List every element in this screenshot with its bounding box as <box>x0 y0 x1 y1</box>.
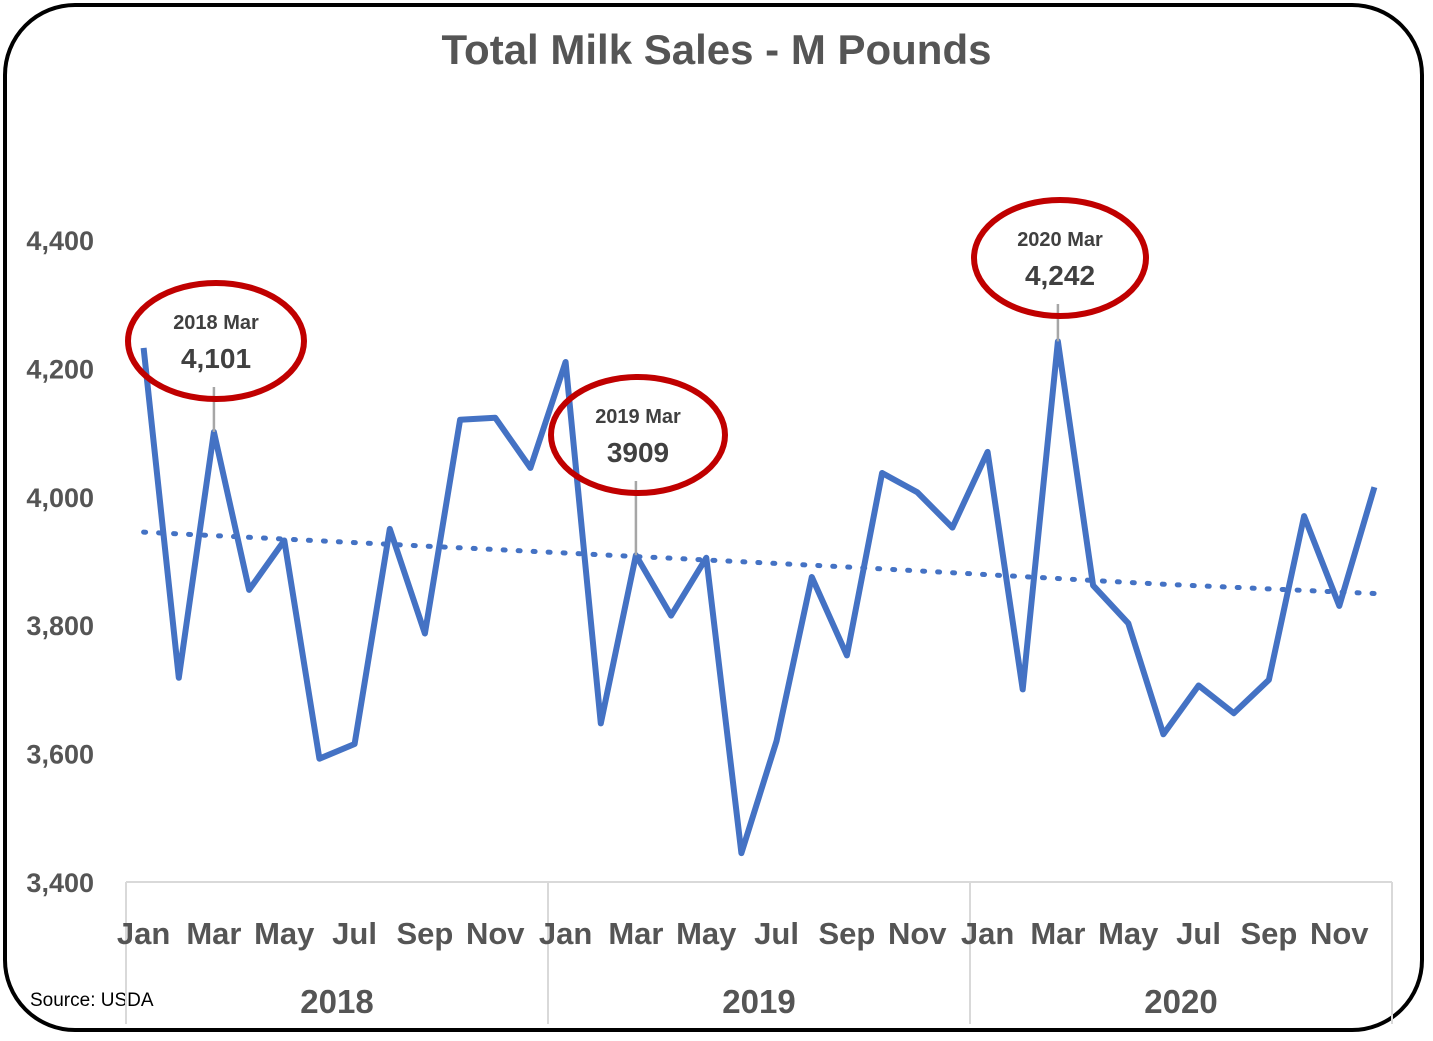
y-tick-label: 3,400 <box>26 868 94 898</box>
x-tick-label: Jan <box>961 916 1014 951</box>
x-tick-label: Sep <box>818 916 875 951</box>
x-tick-label: Nov <box>888 916 947 951</box>
y-tick-label: 3,600 <box>26 740 94 770</box>
y-tick-label: 3,800 <box>26 611 94 641</box>
x-tick-label: Jan <box>117 916 170 951</box>
annotation-value: 4,242 <box>1025 260 1095 291</box>
x-tick-label: Mar <box>608 916 663 951</box>
annotation-ring <box>125 280 307 402</box>
x-tick-label: Jul <box>332 916 377 951</box>
x-tick-label: Jul <box>1176 916 1221 951</box>
x-tick-label: Sep <box>396 916 453 951</box>
y-tick-label: 4,400 <box>26 226 94 256</box>
x-tick-label: May <box>676 916 737 951</box>
year-label: 2020 <box>1144 983 1217 1020</box>
chart-title: Total Milk Sales - M Pounds <box>441 26 992 73</box>
year-label: 2019 <box>722 983 795 1020</box>
annotation-label: 2018 Mar <box>173 312 259 334</box>
x-tick-label: May <box>254 916 315 951</box>
chart-frame <box>3 3 1424 1032</box>
annotation-ring <box>548 374 728 496</box>
x-tick-label: Jan <box>539 916 592 951</box>
source-note: Source: USDA <box>30 990 154 1011</box>
annotation-label: 2020 Mar <box>1017 229 1103 251</box>
x-tick-label: Nov <box>1310 916 1369 951</box>
x-tick-label: Jul <box>754 916 799 951</box>
annotation-value: 4,101 <box>181 343 251 374</box>
x-tick-label: Mar <box>1030 916 1085 951</box>
x-tick-label: May <box>1098 916 1159 951</box>
x-tick-label: Mar <box>186 916 241 951</box>
x-tick-label: Nov <box>466 916 525 951</box>
trend-line <box>141 529 1377 596</box>
sales-line <box>140 338 1378 857</box>
annotation-label: 2019 Mar <box>595 406 681 428</box>
y-tick-label: 4,000 <box>26 483 94 513</box>
year-label: 2018 <box>300 983 373 1020</box>
annotation-ring <box>971 197 1149 319</box>
annotation-value: 3909 <box>607 437 669 468</box>
y-tick-label: 4,200 <box>26 354 94 384</box>
x-tick-label: Sep <box>1240 916 1297 951</box>
